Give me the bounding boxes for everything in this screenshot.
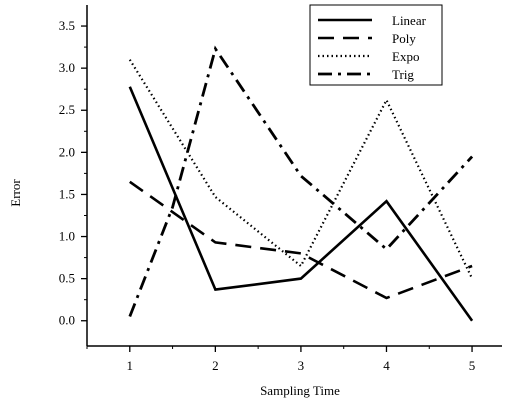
legend-box bbox=[309, 4, 443, 86]
y-tick-label: 0.5 bbox=[59, 271, 75, 286]
y-tick-label: 0.0 bbox=[59, 313, 75, 328]
legend-label-trig: Trig bbox=[392, 67, 414, 82]
y-tick-label: 3.0 bbox=[59, 60, 75, 75]
legend-label-linear: Linear bbox=[392, 13, 427, 28]
y-tick-label: 2.0 bbox=[59, 144, 75, 159]
y-tick-label: 2.5 bbox=[59, 102, 75, 117]
x-tick-label: 2 bbox=[212, 358, 219, 373]
y-tick-label: 1.0 bbox=[59, 229, 75, 244]
ticks: 0.0 0.5 1.0 1.5 2.0 2.5 3.0 3.5 1 2 3 4 5 bbox=[59, 18, 476, 373]
y-tick-label: 3.5 bbox=[59, 18, 75, 33]
x-tick-label: 3 bbox=[298, 358, 305, 373]
series-line-linear bbox=[128, 86, 474, 322]
x-tick-label: 5 bbox=[469, 358, 476, 373]
series-line-expo bbox=[128, 59, 474, 280]
legend-label-expo: Expo bbox=[392, 49, 419, 64]
legend-label-poly: Poly bbox=[392, 31, 416, 46]
y-axis-label: Error bbox=[8, 179, 23, 207]
legend: Linear Poly Expo Trig bbox=[309, 4, 443, 86]
y-tick-label: 1.5 bbox=[59, 186, 75, 201]
series-line-trig bbox=[128, 45, 474, 318]
x-axis-label: Sampling Time bbox=[260, 383, 340, 398]
x-tick-label: 4 bbox=[383, 358, 390, 373]
series-line-poly bbox=[129, 180, 473, 300]
axes bbox=[86, 5, 502, 347]
series-group bbox=[128, 45, 474, 322]
x-tick-label: 1 bbox=[127, 358, 134, 373]
